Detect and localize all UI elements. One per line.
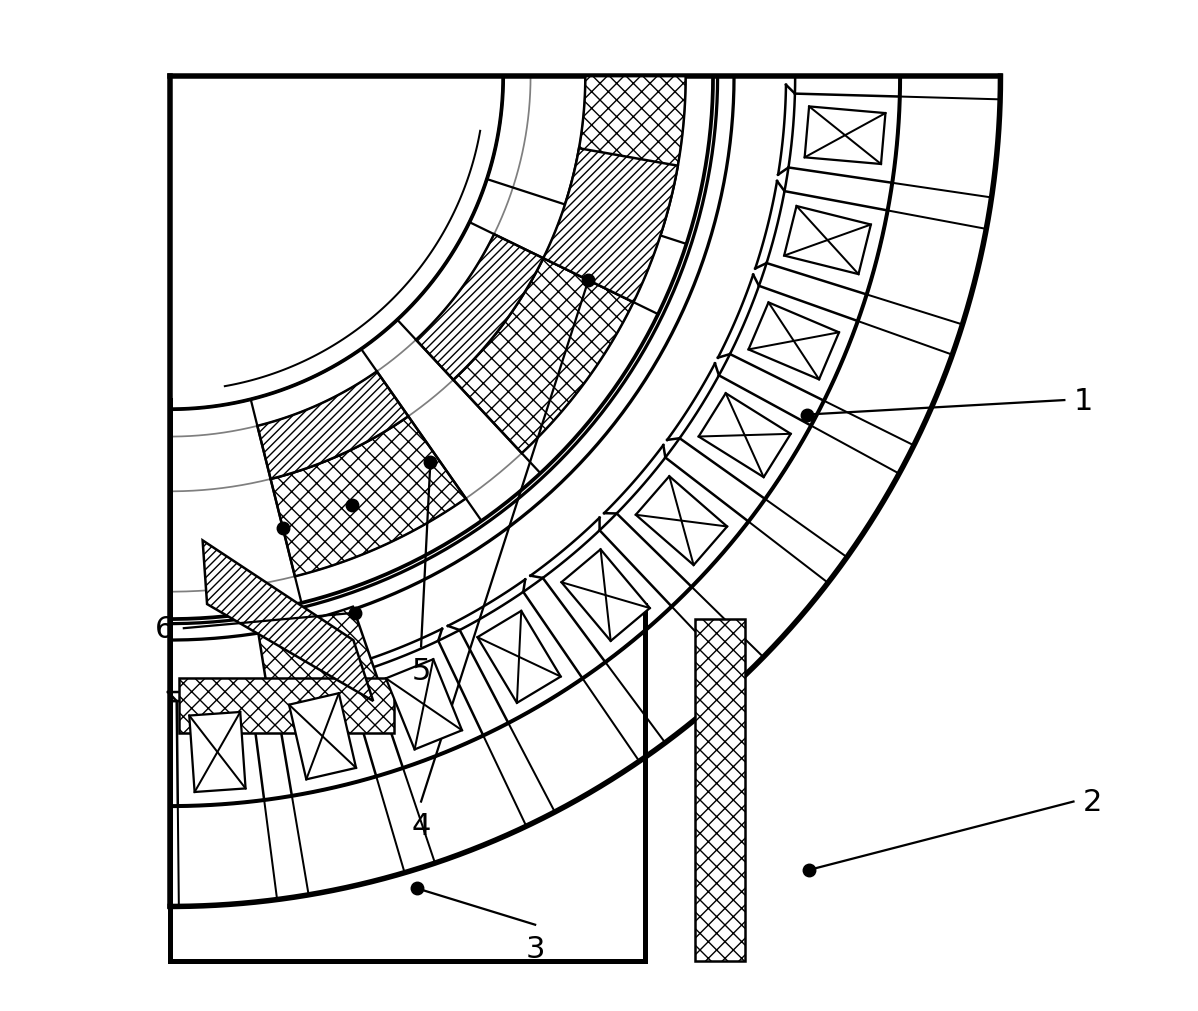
Polygon shape — [189, 713, 246, 793]
Polygon shape — [258, 608, 386, 730]
Polygon shape — [565, 77, 685, 237]
Polygon shape — [416, 235, 544, 380]
Polygon shape — [785, 207, 871, 275]
Polygon shape — [478, 612, 561, 704]
Text: 6: 6 — [156, 614, 175, 643]
Polygon shape — [180, 678, 394, 733]
Polygon shape — [562, 550, 649, 641]
Polygon shape — [544, 149, 678, 303]
Text: 1: 1 — [1073, 386, 1093, 416]
Polygon shape — [453, 259, 634, 454]
Text: 4: 4 — [411, 811, 431, 840]
Polygon shape — [202, 541, 373, 702]
Polygon shape — [749, 303, 839, 380]
Polygon shape — [805, 107, 885, 165]
Text: 2: 2 — [1083, 788, 1102, 816]
Text: 3: 3 — [526, 934, 545, 962]
Polygon shape — [258, 372, 409, 479]
Polygon shape — [698, 394, 791, 477]
Polygon shape — [170, 77, 503, 409]
Polygon shape — [695, 620, 745, 961]
Polygon shape — [636, 477, 727, 565]
Text: 5: 5 — [411, 656, 431, 684]
Polygon shape — [271, 417, 466, 577]
Polygon shape — [289, 694, 356, 779]
Polygon shape — [386, 659, 462, 750]
